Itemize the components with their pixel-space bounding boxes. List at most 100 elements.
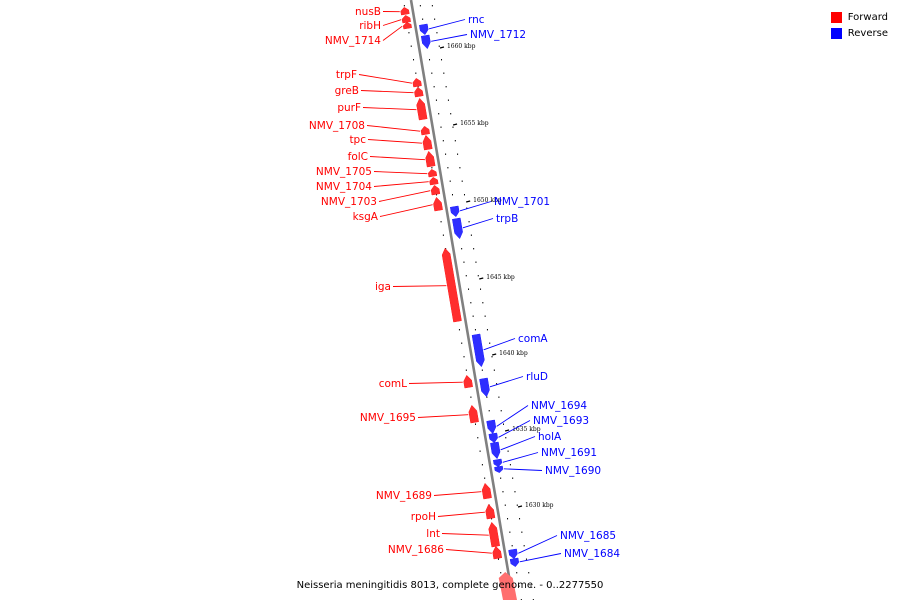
scale-dot: [502, 423, 504, 425]
gene-label-coma[interactable]: comA: [518, 333, 548, 345]
gene-arrow-partial[interactable]: [498, 572, 517, 600]
scale-dot: [484, 315, 486, 317]
scale-dot: [450, 113, 452, 115]
scale-dot: [468, 288, 470, 290]
leader-line: [498, 420, 531, 438]
gene-arrow-rlud[interactable]: [479, 377, 490, 398]
gene-arrow-nmv_1704[interactable]: [429, 177, 439, 186]
gene-label-rlud[interactable]: rluD: [526, 371, 548, 383]
gene-label-coml[interactable]: comL: [379, 378, 407, 390]
scale-dot: [465, 275, 467, 277]
gene-label-lnt[interactable]: lnt: [426, 528, 440, 540]
gene-arrow-nmv_1695[interactable]: [468, 404, 479, 424]
scale-dot: [451, 194, 453, 196]
gene-label-nmv_1691[interactable]: NMV_1691: [541, 447, 597, 459]
gene-sheen: [472, 333, 485, 367]
scale-dot: [445, 153, 447, 155]
gene-arrow-nmv_1708[interactable]: [420, 126, 430, 136]
gene-arrow-nmv_1686[interactable]: [492, 545, 503, 560]
gene-label-hola[interactable]: holA: [538, 431, 562, 443]
gene-arrow-purf[interactable]: [416, 97, 428, 121]
gene-label-nmv_1684[interactable]: NMV_1684: [564, 548, 620, 560]
gene-arrow-ksga[interactable]: [433, 196, 443, 212]
gene-label-rnc[interactable]: rnc: [468, 14, 485, 26]
gene-label-nmv_1703[interactable]: NMV_1703: [321, 196, 377, 208]
gene-arrow-nmv_1691[interactable]: [493, 458, 503, 467]
gene-arrow-nmv_1693[interactable]: [488, 432, 498, 444]
gene-arrow-nmv_1694[interactable]: [486, 419, 497, 435]
gene-arrow-ribh[interactable]: [401, 15, 411, 24]
gene-label-nusb[interactable]: nusB: [355, 6, 381, 18]
gene-arrow-rnc[interactable]: [419, 23, 429, 36]
gene-arrow-coma[interactable]: [471, 333, 485, 368]
gene-arrow-greb[interactable]: [414, 86, 424, 98]
gene-label-nmv_1693[interactable]: NMV_1693: [533, 415, 589, 427]
scale-dot: [477, 437, 479, 439]
gene-arrow-nmv_1701[interactable]: [450, 205, 460, 218]
gene-arrow-nmv_1712[interactable]: [420, 34, 431, 50]
scale-dot: [442, 234, 444, 236]
gene-label-nmv_1686[interactable]: NMV_1686: [388, 544, 444, 556]
gene-label-nmv_1685[interactable]: NMV_1685: [560, 530, 616, 542]
gene-label-nmv_1705[interactable]: NMV_1705: [316, 166, 372, 178]
gene-label-nmv_1690[interactable]: NMV_1690: [545, 465, 601, 477]
gene-arrow-tpc[interactable]: [422, 134, 433, 151]
gene-sheen: [428, 169, 437, 178]
gene-arrow-nmv_1705[interactable]: [427, 169, 438, 178]
scale-dot: [530, 585, 532, 587]
gene-label-greb[interactable]: greB: [335, 85, 359, 97]
scale-dot: [463, 356, 465, 358]
strand-legend: Forward Reverse: [830, 9, 888, 41]
gene-label-trpb[interactable]: trpB: [496, 213, 518, 225]
gene-arrow-nusb[interactable]: [400, 7, 410, 16]
gene-label-nmv_1708[interactable]: NMV_1708: [309, 120, 365, 132]
gene-label-ksga[interactable]: ksgA: [353, 211, 379, 223]
scale-dot: [435, 194, 437, 196]
gene-label-nmv_1701[interactable]: NMV_1701: [494, 196, 550, 208]
gene-arrow-rpoh[interactable]: [485, 503, 496, 520]
leader-line: [408, 381, 463, 384]
scale-dot: [422, 18, 424, 20]
scale-dot: [436, 32, 438, 34]
gene-arrow-trpf[interactable]: [412, 78, 422, 88]
gene-arrow-lnt[interactable]: [488, 521, 500, 548]
gene-label-rpoh[interactable]: rpoH: [411, 511, 436, 523]
gene-label-nmv_1712[interactable]: NMV_1712: [470, 29, 526, 41]
gene-arrow-nmv_1690[interactable]: [494, 465, 504, 473]
scale-dot: [410, 45, 412, 47]
gene-arrow-nmv_1685[interactable]: [508, 548, 518, 560]
gene-arrow-nmv_1684[interactable]: [509, 557, 520, 567]
leader-line: [489, 376, 524, 388]
scale-tick-mark: [466, 200, 471, 203]
gene-arrow-hola[interactable]: [490, 441, 501, 460]
gene-sheen: [488, 522, 500, 548]
gene-arrow-nmv_1714[interactable]: [402, 22, 412, 30]
gene-label-nmv_1695[interactable]: NMV_1695: [360, 412, 416, 424]
gene-arrow-folc[interactable]: [425, 150, 436, 168]
gene-label-purf[interactable]: purF: [337, 102, 361, 114]
gene-label-nmv_1714[interactable]: NMV_1714: [325, 35, 381, 47]
gene-label-folc[interactable]: folC: [348, 151, 368, 163]
scale-dot: [493, 369, 495, 371]
gene-label-tpc[interactable]: tpc: [349, 134, 366, 146]
gene-label-nmv_1689[interactable]: NMV_1689: [376, 490, 432, 502]
gene-arrow-coml[interactable]: [463, 374, 473, 389]
gene-label-trpf[interactable]: trpF: [336, 69, 357, 81]
legend-forward: Forward: [830, 9, 888, 25]
gene-sheen: [433, 197, 443, 212]
scale-tick-label: 1630 kbp: [525, 502, 554, 509]
gene-arrow-trpb[interactable]: [452, 217, 463, 240]
gene-arrow-nmv_1689[interactable]: [481, 482, 492, 500]
gene-sheen: [479, 377, 490, 397]
legend-reverse-swatch: [830, 27, 842, 39]
scale-dot: [435, 99, 437, 101]
gene-label-iga[interactable]: iga: [375, 281, 391, 293]
leader-line: [379, 204, 433, 217]
gene-arrow-iga[interactable]: [441, 247, 462, 323]
gene-label-nmv_1694[interactable]: NMV_1694: [531, 400, 587, 412]
gene-label-ribh[interactable]: ribH: [359, 20, 381, 32]
gene-arrow-nmv_1703[interactable]: [430, 184, 441, 196]
scale-dot: [518, 585, 520, 587]
gene-sheen: [494, 465, 503, 473]
gene-label-nmv_1704[interactable]: NMV_1704: [316, 181, 372, 193]
